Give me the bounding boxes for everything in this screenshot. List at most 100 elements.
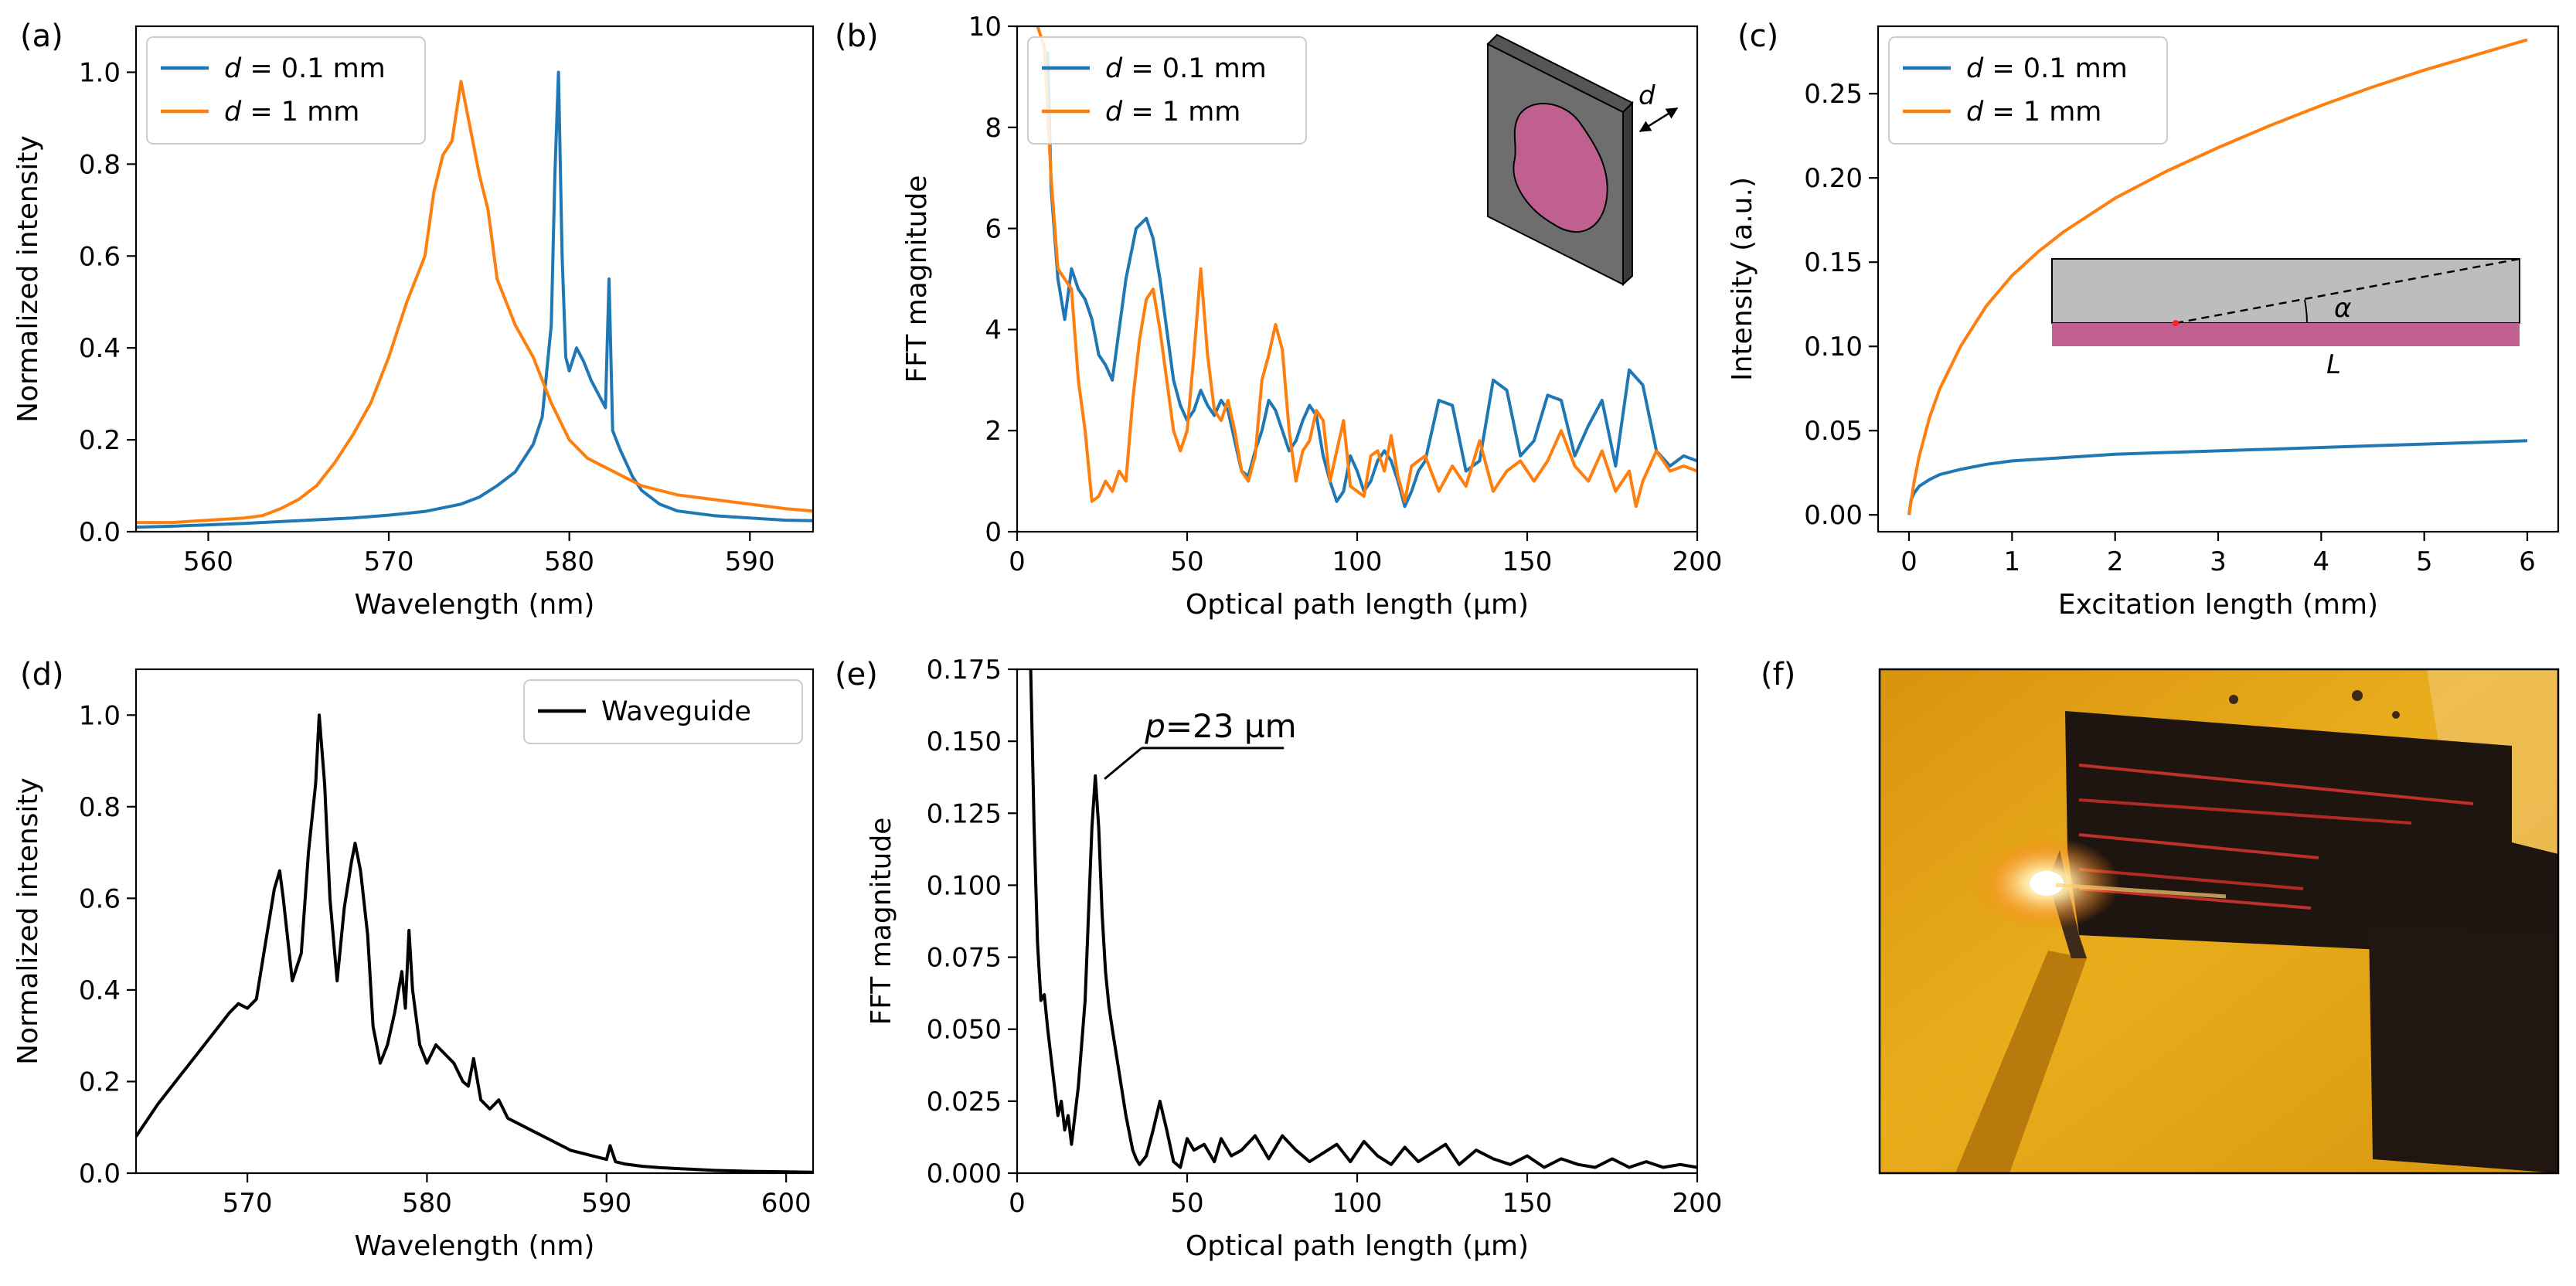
legend-label-c-0: d = 0.1 mm: [1966, 53, 2128, 84]
panel-label-f: (f): [1761, 657, 1795, 692]
x-tick-label-c-2: 2: [2107, 546, 2124, 577]
y-tick-label-b-0: 0: [985, 517, 1002, 548]
x-tick-label-a-1: 570: [364, 546, 414, 577]
y-tick-label-d-0: 0.0: [79, 1158, 121, 1189]
x-tick-label-c-6: 6: [2519, 546, 2536, 577]
y-tick-label-c-5: 0.25: [1804, 79, 1863, 110]
legend-label-d-0: Waveguide: [601, 696, 751, 727]
y-tick-label-c-1: 0.05: [1804, 416, 1863, 447]
annotation-leader: [1104, 747, 1143, 781]
x-tick-label-e-1: 50: [1170, 1188, 1203, 1219]
x-tick-label-e-2: 100: [1332, 1188, 1383, 1219]
chart-e: 0 50 100 150 200 0.000 0.025 0.050 0.075 0.100 0.1…: [866, 655, 1722, 1262]
y-tick-label-d-5: 1.0: [79, 700, 121, 731]
y-tick-label-e-3: 0.075: [927, 943, 1002, 974]
series-line-d-0: [136, 713, 813, 1173]
photo-dust-2: [2352, 690, 2363, 701]
x-tick-label-d-2: 590: [581, 1188, 631, 1219]
x-tick-label-b-4: 200: [1673, 546, 1723, 577]
y-tick-label-c-4: 0.20: [1804, 163, 1863, 194]
y-axis-label-b: FFT magnitude: [901, 175, 933, 383]
x-tick-label-e-4: 200: [1673, 1188, 1723, 1219]
angle-arc: [2304, 299, 2308, 324]
photo-waveguide-3: [2078, 833, 2319, 859]
x-tick-label-e-3: 150: [1502, 1188, 1553, 1219]
y-tick-label-d-4: 0.8: [79, 792, 121, 823]
photo-shadow: [1955, 951, 2087, 1173]
film-layer: [2052, 323, 2520, 346]
chart-c: 0 1 2 3 4 5 6 0.00 0.05 0.10 0.15 0.20 0.25 Excitatio…: [1727, 25, 2560, 621]
y-tick-label-d-2: 0.4: [79, 975, 121, 1006]
legend-box-b: [1027, 36, 1307, 145]
x-tick-label-c-4: 4: [2313, 546, 2330, 577]
series-line-c-1: [1907, 38, 2528, 515]
x-axis-label-b: Optical path length (µm): [1186, 589, 1529, 621]
x-tick-label-c-3: 3: [2210, 546, 2227, 577]
thickness-label: d: [1638, 80, 1656, 111]
axes-frame-d: [134, 668, 815, 1175]
y-tick-label-e-4: 0.100: [927, 870, 1002, 901]
y-tick-label-b-4: 8: [985, 113, 1002, 144]
x-axis-label-e: Optical path length (µm): [1186, 1230, 1529, 1262]
y-tick-label-b-3: 6: [985, 214, 1002, 245]
y-tick-label-d-3: 0.6: [79, 883, 121, 914]
length-label: L: [2326, 349, 2341, 380]
x-tick-label-d-1: 580: [402, 1188, 452, 1219]
y-tick-label-e-7: 0.175: [927, 655, 1002, 686]
y-axis-label-a: Normalized intensity: [12, 135, 44, 423]
x-tick-label-d-3: 600: [761, 1188, 812, 1219]
x-tick-label-a-0: 560: [183, 546, 233, 577]
photo-dust-1: [2229, 695, 2238, 704]
x-tick-label-c-0: 0: [1901, 546, 1918, 577]
series-line-e-0: [1029, 669, 1697, 1169]
chart-a: 560 570 580 590 0.0 0.2 0.4 0.6 0.8 1.0 Wavelength…: [12, 25, 815, 621]
y-tick-label-e-5: 0.125: [927, 798, 1002, 829]
x-tick-label-b-1: 50: [1170, 546, 1203, 577]
photo-dust-3: [2392, 711, 2400, 719]
angle-label: α: [2334, 293, 2351, 324]
x-tick-label-b-0: 0: [1009, 546, 1026, 577]
y-tick-label-b-1: 2: [985, 416, 1002, 447]
legend-label-b-1: d = 1 mm: [1105, 97, 1240, 128]
x-tick-label-c-5: 5: [2416, 546, 2433, 577]
annotation-label: p=23 µm: [1144, 707, 1296, 745]
thickness-arrow: [1638, 107, 1679, 133]
sample-shape: [1513, 103, 1608, 233]
y-tick-label-d-1: 0.2: [79, 1067, 121, 1097]
legend-label-a-0: d = 0.1 mm: [224, 53, 386, 84]
x-tick-label-b-3: 150: [1502, 546, 1553, 577]
y-tick-label-a-1: 0.2: [79, 425, 121, 456]
glass-layer: [2051, 258, 2520, 324]
y-tick-label-c-2: 0.10: [1804, 332, 1863, 362]
y-tick-label-b-5: 10: [968, 12, 1002, 43]
y-tick-label-a-3: 0.6: [79, 241, 121, 272]
y-axis-label-e: FFT magnitude: [866, 818, 897, 1026]
y-tick-label-b-2: 4: [985, 315, 1002, 345]
x-tick-label-c-1: 1: [2004, 546, 2021, 577]
y-tick-label-c-3: 0.15: [1804, 247, 1863, 278]
series-line-a-0: [136, 70, 813, 529]
photo-emission-line: [2055, 883, 2227, 899]
waveguide-photo: [1878, 668, 2560, 1175]
photo-waveguide-1: [2078, 764, 2474, 805]
y-tick-label-a-4: 0.8: [79, 149, 121, 180]
slab-top: [1486, 33, 1634, 114]
excitation-point: [2173, 320, 2179, 326]
y-tick-label-e-0: 0.000: [927, 1158, 1002, 1189]
chart-b: 0 50 100 150 200 0 2 4 6 8 10 Optical path length (…: [901, 12, 1722, 621]
legend-label-c-1: d = 1 mm: [1966, 97, 2101, 128]
series-line-b-1: [1036, 26, 1697, 509]
legend-label-b-0: d = 0.1 mm: [1105, 53, 1267, 84]
inset-excitation-diagram: α L: [2051, 257, 2520, 380]
legend-box-d: [523, 679, 803, 744]
legend-label-a-1: d = 1 mm: [224, 97, 359, 128]
excitation-ray: [2175, 257, 2520, 325]
legend-box-a: [146, 36, 426, 145]
y-tick-label-a-0: 0.0: [79, 517, 121, 548]
photo-laser-core: [2030, 871, 2064, 896]
y-tick-label-a-5: 1.0: [79, 57, 121, 88]
y-axis-label-d: Normalized intensity: [12, 777, 44, 1065]
panel-label-d: (d): [20, 657, 64, 692]
panel-label-e: (e): [835, 657, 878, 692]
